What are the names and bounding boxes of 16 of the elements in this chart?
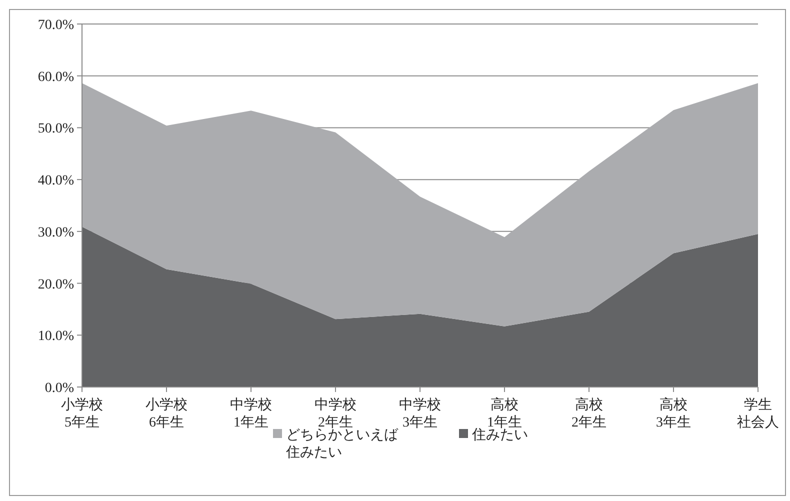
x-tick-label: 学生社会人: [737, 397, 779, 430]
y-tick-label: 70.0%: [38, 18, 74, 33]
x-tick-label: 中学校1年生: [230, 397, 272, 430]
y-tick-label: 60.0%: [38, 70, 74, 85]
y-tick-label: 20.0%: [38, 277, 74, 292]
x-tick-label: 小学校5年生: [61, 397, 103, 430]
y-tick-label: 10.0%: [38, 329, 74, 344]
y-tick-label: 40.0%: [38, 174, 74, 189]
x-tick-label: 高校3年生: [656, 397, 691, 430]
x-tick-label: 小学校6年生: [146, 397, 188, 430]
y-tick-label: 30.0%: [38, 225, 74, 240]
x-tick-label: 中学校3年生: [399, 397, 441, 430]
x-tick-label: 高校2年生: [572, 397, 606, 430]
y-tick-label: 50.0%: [38, 122, 74, 137]
legend-label: どちらかといえば住みたい: [285, 428, 399, 460]
y-tick-label: 0.0%: [44, 381, 74, 396]
